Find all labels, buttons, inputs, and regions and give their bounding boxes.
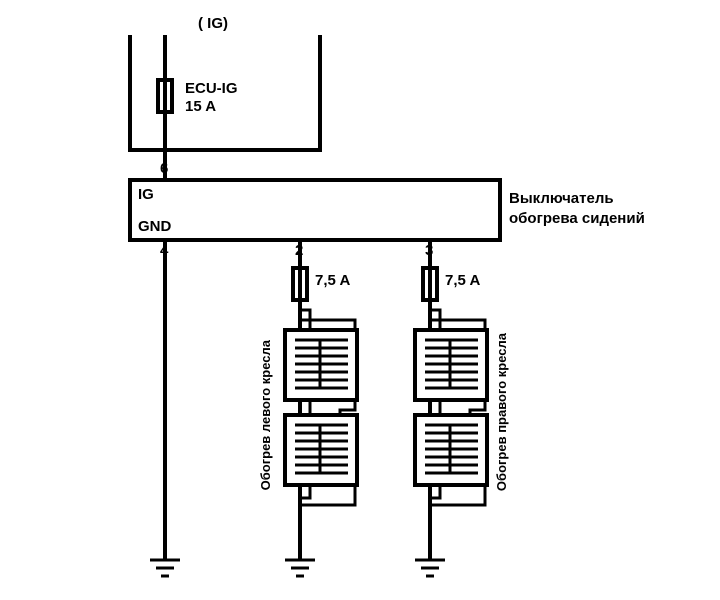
heater-right-label: Обогрев правого кресла: [494, 333, 509, 491]
pin-4-label: 4: [160, 242, 168, 259]
fuse-left-label: 7,5 A: [315, 272, 350, 289]
switch-ig-label: IG: [138, 186, 154, 203]
fuse-main-label-1: ECU-IG: [185, 80, 238, 97]
heater-left-label: Обогрев левого кресла: [258, 340, 273, 490]
title-label: ( IG): [198, 15, 228, 32]
switch-gnd-label: GND: [138, 218, 171, 235]
fuse-right-label: 7,5 A: [445, 272, 480, 289]
switch-caption-1: Выключатель: [509, 190, 614, 207]
fuse-main-label-2: 15 A: [185, 98, 216, 115]
pin-3-label: 3: [425, 242, 433, 259]
switch-caption-2: обогрева сидений: [509, 210, 645, 227]
pin-2-label: 2: [295, 242, 303, 259]
pin-6-label: 6: [160, 160, 168, 177]
